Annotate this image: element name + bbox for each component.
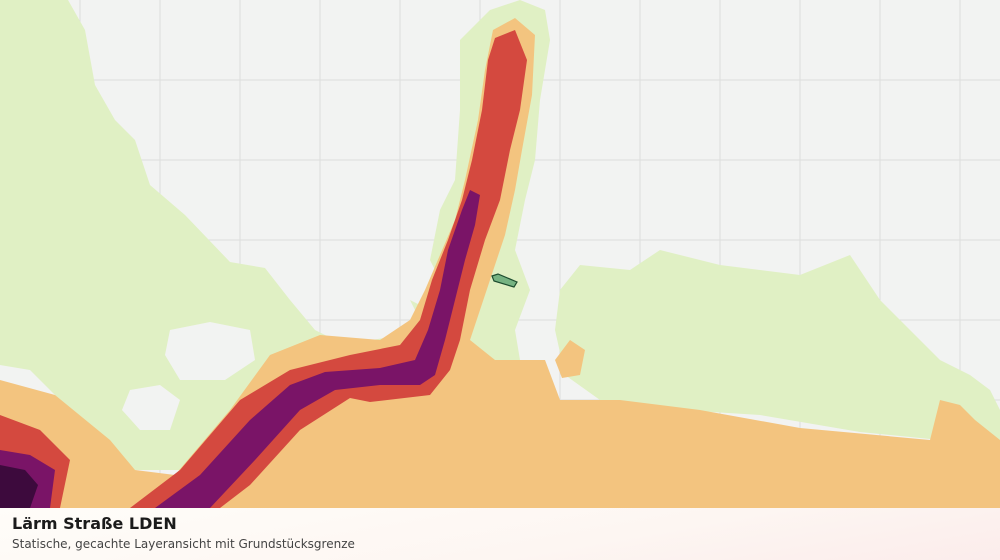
noise-zone-very-high: [0, 190, 480, 508]
map-subtitle: Statische, gecachte Layeransicht mit Gru…: [12, 537, 355, 551]
noise-zone-medium: [0, 18, 1000, 508]
noise-map: [0, 0, 1000, 508]
map-title: Lärm Straße LDEN: [12, 514, 177, 533]
noise-zone-high: [0, 30, 527, 508]
noise-zone-medium-right: [555, 340, 585, 378]
parcel-boundary: [491, 273, 518, 288]
map-holes: [122, 322, 255, 430]
noise-zone-extreme: [0, 465, 38, 508]
map-caption: Lärm Straße LDEN Statische, gecachte Lay…: [0, 508, 1000, 560]
